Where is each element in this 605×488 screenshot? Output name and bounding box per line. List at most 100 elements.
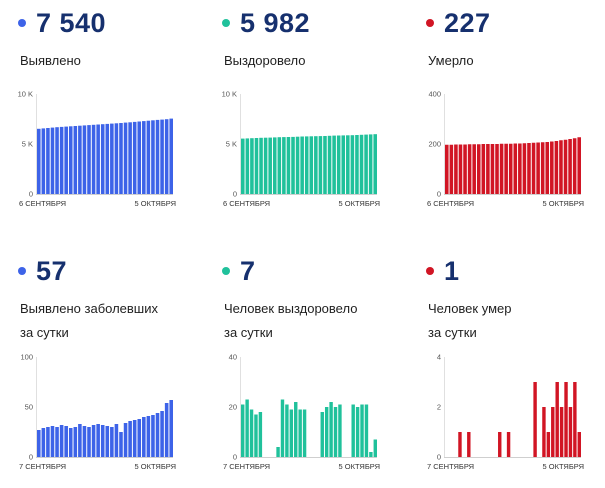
chart-bar <box>268 137 272 194</box>
chart-bar <box>504 143 508 194</box>
chart-bar <box>151 120 155 194</box>
chart-bar <box>336 135 341 194</box>
chart-bar <box>142 417 146 457</box>
chart-bar <box>110 427 114 457</box>
chart-bar <box>341 135 346 194</box>
chart-bar <box>254 414 258 457</box>
stat-label: Выявлено заболевших за сутки <box>20 297 213 345</box>
x-start-label: 6 СЕНТЯБРЯ <box>19 199 66 208</box>
chart-bar <box>249 409 254 457</box>
chart-bar <box>105 123 110 194</box>
chart-bar <box>481 144 486 194</box>
chart-bar <box>78 125 82 194</box>
blue-dot-icon <box>18 267 26 275</box>
panel-recovered-daily: 7 Человек выздоровело за сутки 0 20 40 7 СЕ… <box>222 255 417 471</box>
chart-died: 0 200 400 6 СЕНТЯБРЯ 5 ОКТЯБРЯ <box>427 90 584 209</box>
chart-bar <box>151 415 155 457</box>
chart-bar <box>324 407 329 457</box>
chart-bar <box>506 432 511 457</box>
chart-bar <box>245 138 250 194</box>
chart-bar <box>327 135 332 194</box>
stat-header: 5 982 <box>222 8 417 38</box>
chart-bar <box>467 432 471 457</box>
chart-bar <box>50 426 55 457</box>
chart-bar <box>123 423 128 457</box>
chart-bar <box>155 119 160 194</box>
y-tick-label: 0 <box>29 453 33 462</box>
chart-bar <box>137 121 142 194</box>
x-end-label: 5 ОКТЯБРЯ <box>339 462 380 471</box>
chart-bar <box>490 144 495 194</box>
x-start-label: 7 СЕНТЯБРЯ <box>427 462 474 471</box>
chart-bar <box>263 137 268 194</box>
stat-label: Выявлено <box>20 49 213 73</box>
chart-bar <box>272 137 277 194</box>
chart-bar <box>114 123 119 194</box>
chart-bar <box>359 134 364 194</box>
chart-bar <box>364 404 369 457</box>
x-end-label: 5 ОКТЯБРЯ <box>339 199 380 208</box>
stat-label-line: за сутки <box>224 325 273 340</box>
chart-bar <box>91 425 96 457</box>
panel-recovered: 5 982 Выздоровело 0 5 K 10 K 6 СЕНТЯБРЯ 5 ОК… <box>222 8 417 209</box>
chart-bar <box>518 143 522 194</box>
chart-bar <box>119 432 123 457</box>
stat-header: 57 <box>18 256 213 286</box>
chart-bar <box>146 120 151 194</box>
chart-bar <box>304 136 309 194</box>
chart-bar <box>105 426 110 457</box>
y-tick-label: 0 <box>437 453 441 462</box>
chart-bar <box>169 118 173 194</box>
chart-bar <box>454 144 458 194</box>
chart-died-daily: 0 2 4 7 СЕНТЯБРЯ 5 ОКТЯБРЯ <box>427 353 584 472</box>
chart-bar <box>68 126 73 194</box>
chart-bar <box>572 138 577 194</box>
y-tick-label: 0 <box>437 190 441 199</box>
chart-bar <box>241 404 245 457</box>
green-dot-icon <box>222 19 230 27</box>
y-tick-label: 20 <box>229 403 237 412</box>
stat-value: 1 <box>444 255 460 286</box>
y-tick-label: 50 <box>25 403 33 412</box>
chart-bar <box>373 439 377 457</box>
chart-bar <box>123 122 128 194</box>
chart-bar <box>41 428 46 457</box>
y-tick-label: 5 K <box>22 140 33 149</box>
chart-bar <box>59 126 64 194</box>
chart-bar <box>323 136 327 194</box>
chart-bar <box>160 411 164 457</box>
chart-bar <box>137 419 142 457</box>
chart-bar <box>476 144 481 194</box>
chart-bar <box>164 119 169 194</box>
stat-value: 57 <box>36 255 68 286</box>
chart-bar <box>164 403 169 457</box>
stat-value: 7 <box>240 255 256 286</box>
chart-bar <box>142 121 146 194</box>
stat-label-line: Человек умер <box>428 301 512 316</box>
stat-label-line: Умерло <box>428 53 474 68</box>
stat-header: 7 540 <box>18 8 213 38</box>
chart-bar <box>286 137 291 194</box>
chart-bar <box>449 144 454 194</box>
chart-bar <box>368 134 373 194</box>
chart-bar <box>300 136 304 194</box>
chart-bar <box>119 123 123 194</box>
chart-bar <box>346 135 350 194</box>
chart-bar <box>351 404 355 457</box>
stat-value: 227 <box>444 7 491 38</box>
chart-bar <box>280 399 285 457</box>
chart-detected: 0 5 K 10 K 6 СЕНТЯБРЯ 5 ОКТЯБРЯ <box>18 90 176 209</box>
chart-bar <box>259 137 263 194</box>
y-tick-label: 0 <box>233 453 237 462</box>
chart-recovered: 0 5 K 10 K 6 СЕНТЯБРЯ 5 ОКТЯБРЯ <box>222 90 380 209</box>
chart-bar <box>458 432 462 457</box>
x-start-label: 6 СЕНТЯБРЯ <box>223 199 270 208</box>
chart-bar <box>508 143 513 194</box>
chart-bar <box>73 126 78 194</box>
chart-bar <box>314 136 318 194</box>
x-end-label: 5 ОКТЯБРЯ <box>135 199 176 208</box>
chart-bar <box>132 420 137 457</box>
chart-bar <box>82 125 87 194</box>
chart-bar <box>87 427 91 457</box>
chart-bar <box>373 134 377 194</box>
